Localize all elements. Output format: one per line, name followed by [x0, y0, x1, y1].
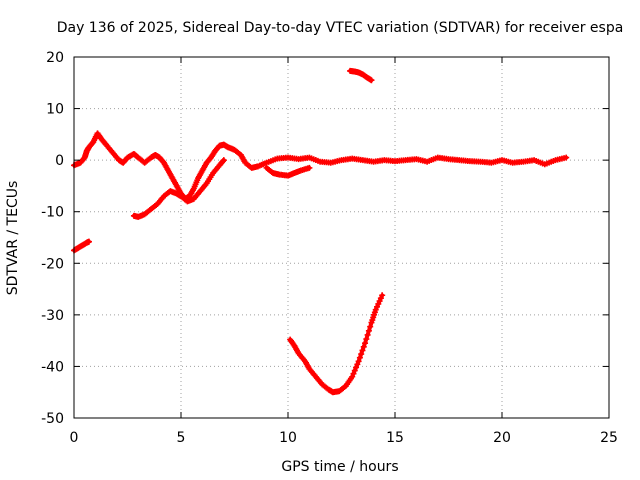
y-tick-label: -30 — [41, 308, 64, 324]
series-top-fragment — [347, 67, 375, 84]
x-tick-label: 20 — [493, 430, 511, 446]
x-axis-label: GPS time / hours — [281, 459, 398, 475]
data-layer — [71, 67, 570, 396]
x-tick-label: 10 — [279, 430, 297, 446]
ticks: 0 5 10 15 20 25 -50 -40 -30 -20 -10 0 10 20 — [41, 50, 618, 446]
x-tick-label: 25 — [600, 430, 618, 446]
x-tick-label: 0 — [70, 430, 79, 446]
x-tick-label: 5 — [177, 430, 186, 446]
y-tick-label: 10 — [46, 102, 64, 118]
y-tick-label: 0 — [55, 153, 64, 169]
series-line — [288, 293, 385, 395]
series-line — [72, 131, 569, 201]
series-line — [348, 68, 374, 83]
series-line — [72, 239, 91, 253]
y-tick-label: -20 — [41, 256, 64, 272]
y-tick-label: -10 — [41, 205, 64, 221]
series-line — [131, 158, 226, 219]
y-tick-label: -50 — [41, 411, 64, 427]
y-tick-label: -40 — [41, 359, 64, 375]
series-secondary-branch — [263, 164, 313, 179]
series-line — [264, 165, 312, 178]
chart-title: Day 136 of 2025, Sidereal Day-to-day VTE… — [57, 20, 624, 36]
x-tick-label: 15 — [386, 430, 404, 446]
series-main-trace — [71, 130, 570, 202]
series-valley-arc — [287, 292, 386, 396]
series-early-fragment — [71, 238, 92, 254]
y-tick-label: 20 — [46, 50, 64, 66]
plot-frame — [73, 56, 610, 419]
y-axis-label: SDTVAR / TECUs — [5, 181, 21, 296]
series-lower-branch — [130, 157, 227, 220]
grid — [74, 57, 609, 418]
